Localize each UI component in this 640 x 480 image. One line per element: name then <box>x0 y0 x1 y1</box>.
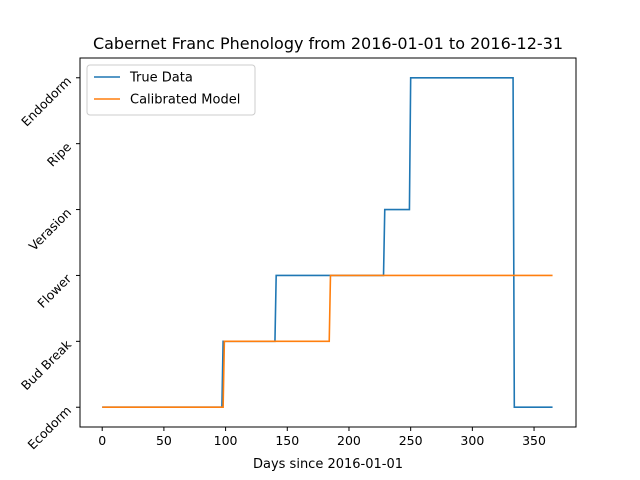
y-tick-label: Flower <box>34 270 74 310</box>
x-tick-label: 100 <box>214 433 238 448</box>
x-tick-label: 0 <box>98 433 106 448</box>
series-line-2 <box>102 274 553 409</box>
plot-frame <box>79 57 577 428</box>
x-tick-label: 50 <box>156 433 172 448</box>
x-tick-label: 300 <box>460 433 484 448</box>
x-tick-label: 150 <box>275 433 299 448</box>
legend-box <box>86 64 256 116</box>
y-tick-label: Endodorm <box>18 73 74 129</box>
x-tick-label: 200 <box>337 433 361 448</box>
x-tick-label: 250 <box>399 433 423 448</box>
legend-entry: Calibrated Model <box>130 93 240 108</box>
x-axis: 0 50 100 150 200 250 300 350 <box>98 427 546 448</box>
y-tick-label: Bud Break <box>18 336 75 393</box>
y-tick-label: Ripe <box>44 139 74 169</box>
legend-entry: True Data <box>129 71 193 86</box>
y-axis: Ecodorm Bud Break Flower Verasion Ripe Endodo… <box>18 73 80 452</box>
y-tick-label: Verasion <box>26 205 75 254</box>
plot-area <box>102 76 553 409</box>
chart-title: Cabernet Franc Phenology from 2016-01-01… <box>93 34 563 53</box>
legend: True Data Calibrated Model <box>86 64 256 116</box>
series-line-1 <box>102 76 553 409</box>
x-tick-label: 350 <box>522 433 546 448</box>
x-axis-label: Days since 2016-01-01 <box>253 457 403 472</box>
y-tick-label: Ecodorm <box>25 403 75 453</box>
